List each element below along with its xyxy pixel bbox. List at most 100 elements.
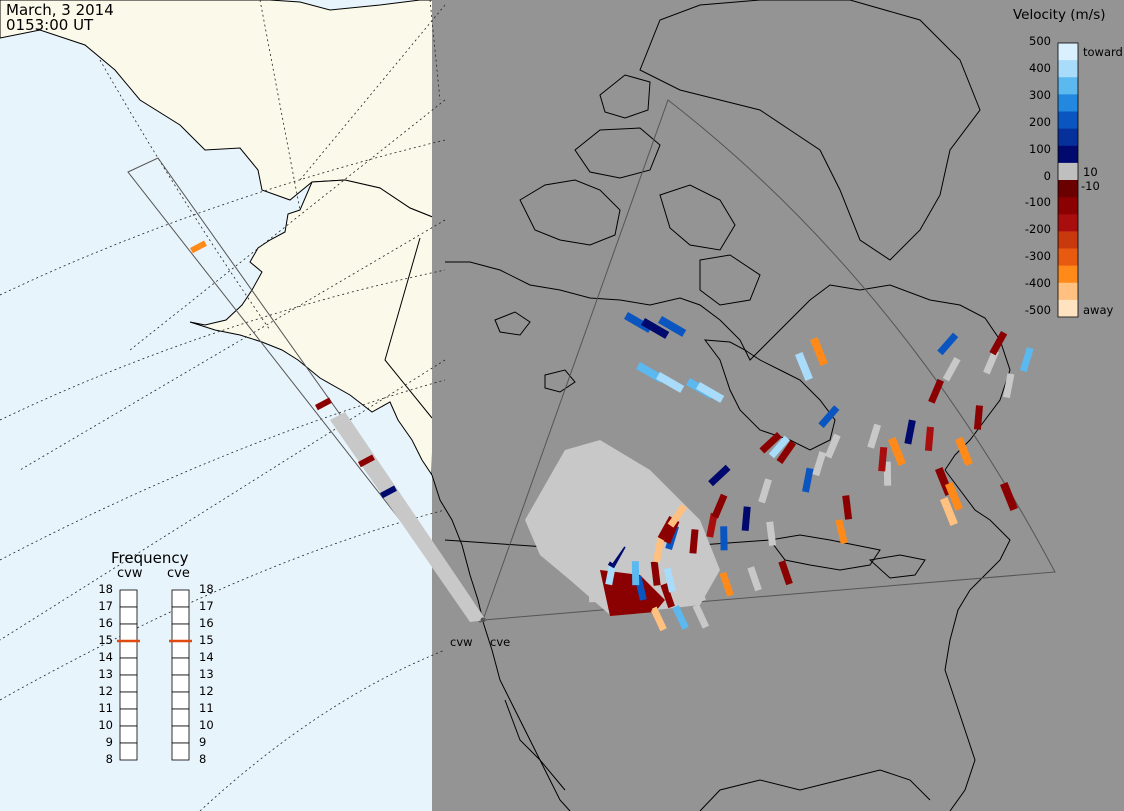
echo-cell [650, 561, 661, 586]
echo-cell [606, 539, 627, 564]
frequency-tick-left: 11 [98, 701, 113, 715]
legend-tick: -500 [1024, 303, 1051, 317]
echo-cell [190, 240, 207, 254]
echo-cell [689, 529, 699, 554]
colorbar-swatch [1058, 180, 1078, 198]
echo-cell [1019, 347, 1034, 373]
echo-cell [758, 478, 772, 504]
frequency-tick-left: 12 [98, 684, 113, 698]
legend-title: Velocity (m/s) [1013, 7, 1106, 23]
legend-away-label: away [1083, 303, 1114, 317]
echo-cell [999, 482, 1018, 511]
legend-tick: -100 [1024, 195, 1051, 210]
colorbar-swatch [1058, 128, 1078, 147]
echo-cell [766, 521, 777, 547]
echo-cell [928, 378, 944, 404]
echo-cell [641, 318, 670, 339]
echo-cell [588, 578, 597, 603]
colorbar-swatch [1058, 60, 1078, 78]
echo-cell [810, 337, 828, 366]
echo-cell [937, 332, 959, 356]
colorbar-swatch [1058, 111, 1078, 130]
coastlines [431, 0, 1011, 811]
echo-cell [768, 435, 790, 459]
frequency-tick-right: 14 [199, 650, 214, 664]
echo-cell [835, 519, 848, 545]
echo-cell [778, 560, 793, 586]
frequency-scales [117, 589, 192, 761]
legend-plus10-label: 10 [1083, 165, 1098, 179]
legend-minus10-label: -10 [1081, 179, 1100, 193]
echo-cell [652, 537, 665, 563]
echo-cell [612, 574, 623, 600]
alaska-border [384, 237, 433, 419]
frequency-tick-right: 11 [199, 701, 214, 715]
frequency-cell [119, 640, 138, 659]
frequency-radar-cvw: cvw [117, 566, 143, 581]
echo-cell [358, 454, 375, 468]
echo-cell [944, 482, 963, 511]
frequency-tick-right: 10 [199, 718, 214, 732]
frequency-cell [119, 606, 138, 625]
frequency-tick-right: 8 [199, 752, 207, 766]
frequency-tick-right: 12 [199, 684, 214, 698]
frequency-cell [119, 674, 138, 693]
frequency-tick-left: 16 [98, 616, 113, 630]
echo-cell [720, 526, 728, 551]
plot-date: March, 3 2014 [6, 1, 114, 19]
frequency-cell [119, 742, 138, 761]
frequency-cell [119, 691, 138, 710]
echo-cell [940, 497, 958, 526]
night-shading [432, 0, 1124, 811]
frequency-title: Frequency [111, 549, 189, 567]
frequency-tick-right: 16 [199, 616, 214, 630]
frequency-tick-left: 13 [98, 667, 113, 681]
echo-cell [802, 467, 814, 493]
frequency-cell [171, 640, 190, 659]
echo-cell [759, 431, 782, 454]
radar-label-cvw: cvw [450, 635, 473, 649]
echo-cell [696, 381, 725, 403]
colorbar-swatch [1058, 145, 1078, 164]
echo-cell [842, 495, 853, 520]
cve-echoes [525, 311, 1034, 632]
frequency-cell [119, 725, 138, 744]
radar-site-marker [480, 617, 486, 623]
echo-cell [380, 485, 397, 499]
cvw-echoes [190, 240, 397, 499]
frequency-tick-left: 18 [98, 582, 113, 596]
frequency-cell [171, 708, 190, 727]
echo-cell [650, 606, 667, 632]
echo-cell [631, 561, 640, 586]
frequency-cell [171, 606, 190, 625]
echo-cell [989, 330, 1008, 356]
legend-tick: 300 [1029, 87, 1051, 102]
echo-cell [708, 464, 731, 487]
cve-field-of-view [482, 99, 1056, 621]
echo-cell [878, 446, 888, 472]
frequency-tick-left: 14 [98, 650, 113, 664]
frequency-cell [171, 589, 190, 608]
legend-tick: -200 [1024, 222, 1051, 237]
frequency-cell [171, 657, 190, 676]
radar-label-cve: cve [490, 635, 511, 649]
echo-cell [741, 506, 751, 531]
colorbar-swatch [1058, 214, 1078, 232]
colorbar-swatch [1058, 197, 1078, 215]
legend-tick: 400 [1029, 60, 1051, 75]
frequency-tick-right: 9 [199, 735, 207, 749]
legend-tick: -300 [1024, 249, 1051, 264]
colorbar-swatch [1058, 94, 1078, 112]
echo-cell [818, 405, 840, 428]
echo-cell [719, 571, 734, 597]
legend-tick: -400 [1024, 276, 1051, 291]
frequency-tick-right: 13 [199, 667, 214, 681]
colorbar-swatch [1058, 248, 1078, 267]
echo-cell [812, 451, 827, 477]
frequency-cell [171, 623, 190, 642]
echo-cell [883, 461, 892, 486]
echo-cell [824, 433, 841, 459]
plot-time: 0153:00 UT [6, 16, 94, 34]
echo-cell [776, 440, 797, 464]
